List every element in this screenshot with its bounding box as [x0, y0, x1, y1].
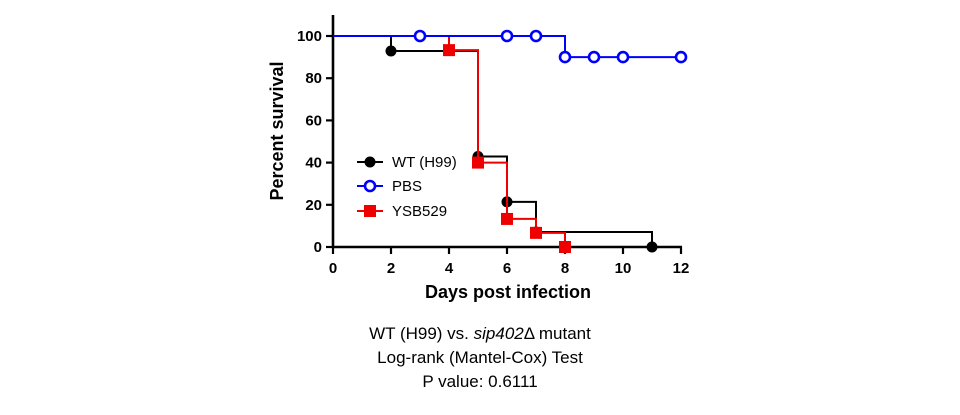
data-point: [530, 226, 542, 239]
data-point: [472, 156, 484, 169]
x-tick-label: 6: [503, 260, 511, 277]
legend-label-wt: WT (H99): [392, 154, 457, 171]
y-tick-label: 80: [305, 70, 322, 87]
data-point: [646, 241, 658, 253]
y-axis-title: Percent survival: [267, 61, 287, 200]
series-2: [333, 35, 571, 253]
data-point: [587, 50, 601, 64]
y-tick-label: 100: [297, 28, 322, 45]
y-tick-label: 0: [314, 239, 322, 256]
x-tick-label: 10: [615, 260, 632, 277]
data-point: [501, 212, 513, 225]
data-point: [559, 241, 571, 253]
data-point: [500, 29, 514, 43]
data-point: [674, 50, 688, 64]
caption-suffix: Δ mutant: [523, 324, 591, 343]
legend-marker: [364, 205, 376, 217]
y-tick-label: 20: [305, 197, 322, 214]
caption-comparison: WT (H99) vs. sip402Δ mutant: [0, 322, 960, 346]
data-point: [443, 44, 455, 57]
caption-gene: sip402: [473, 324, 524, 343]
x-axis-title: Days post infection: [425, 282, 591, 302]
legend-label-ysb529: YSB529: [392, 203, 447, 220]
series-1: [333, 29, 688, 64]
data-point: [616, 50, 630, 64]
data-point: [558, 50, 572, 64]
data-point: [385, 45, 397, 57]
x-tick-label: 8: [561, 260, 569, 277]
x-tick-label: 0: [329, 260, 337, 277]
chart-legend: WT (H99) PBS YSB529: [357, 154, 457, 220]
x-tick-label: 2: [387, 260, 395, 277]
y-tick-label: 40: [305, 155, 322, 172]
caption-test: Log-rank (Mantel-Cox) Test: [377, 348, 583, 367]
caption-prefix: WT (H99) vs.: [369, 324, 474, 343]
data-point: [413, 29, 427, 43]
data-point: [529, 29, 543, 43]
x-tick-label: 4: [445, 260, 454, 277]
series-0: [333, 35, 658, 253]
legend-label-pbs: PBS: [392, 178, 422, 195]
legend-marker: [364, 156, 376, 168]
y-tick-label: 60: [305, 112, 322, 129]
legend-marker: [363, 179, 377, 193]
x-tick-label: 12: [673, 260, 690, 277]
caption-pvalue: P value: 0.6111: [422, 372, 538, 391]
series-line: [333, 35, 653, 247]
